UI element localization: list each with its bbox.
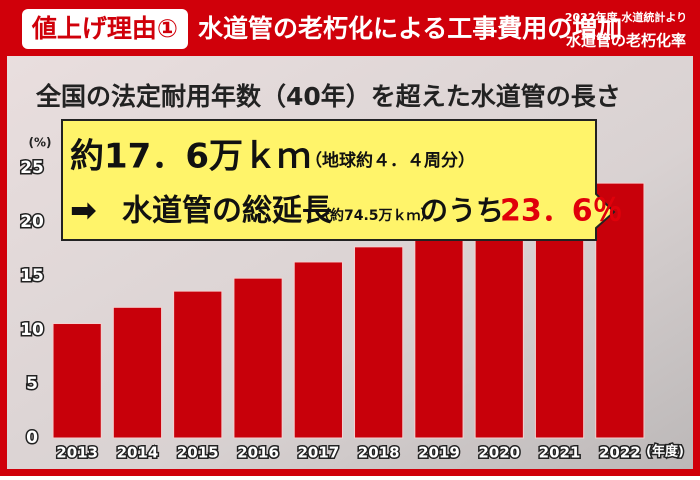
x-tick-label: 2016 (237, 444, 279, 462)
callout-box (61, 119, 616, 241)
x-tick-label: 2017 (297, 444, 339, 462)
bar (112, 306, 163, 439)
y-tick-label: 15 (20, 266, 44, 286)
callout: 約17．6万ｋｍ （地球約４．４周分） ➡ 水道管の総延長 （約74.5万ｋｍ）… (61, 119, 623, 241)
bar (233, 277, 283, 439)
y-tick-label: 0 (26, 428, 38, 448)
header-title: 水道管の老朽化による工事費用の増加 (198, 14, 622, 43)
x-unit: (年度) (646, 444, 684, 460)
callout-length: 約17．6万ｋｍ (70, 137, 311, 177)
y-unit: (%) (29, 136, 52, 150)
header-tag: 値上げ理由① (31, 14, 178, 43)
y-tick-label: 10 (20, 320, 44, 340)
x-tick-label: 2013 (56, 444, 98, 462)
x-tick-label: 2018 (358, 444, 400, 462)
callout-arrow: ➡ (70, 191, 97, 229)
x-tick-label: 2015 (177, 444, 219, 462)
plot: 0 5 10 15 20 25 2013 2014 2015 2016 2017 2018 2019 20… (19, 157, 645, 463)
callout-of: のうち (420, 194, 504, 227)
bar (354, 246, 404, 439)
x-tick-label: 2021 (539, 444, 581, 462)
bar (173, 290, 223, 439)
y-tick-label: 20 (20, 212, 44, 232)
y-tick-label: 5 (26, 374, 38, 394)
callout-total-note: （約74.5万ｋｍ） (316, 207, 435, 224)
x-tick-label: 2019 (418, 444, 460, 462)
y-tick-label: 25 (20, 158, 44, 178)
header-source: 2022年度 水道統計より (565, 10, 687, 24)
bar (52, 323, 102, 439)
bar (474, 215, 524, 439)
x-tick-label: 2014 (117, 444, 159, 462)
callout-total-label: 水道管の総延長 (122, 194, 333, 229)
callout-rate: 23．6％ (500, 194, 623, 229)
background (7, 56, 693, 469)
bar (414, 231, 464, 439)
bar (293, 261, 343, 439)
x-tick-label: 2020 (478, 444, 520, 462)
x-tick-label: 2022 (599, 444, 641, 462)
chart-title: 全国の法定耐用年数（40年）を超えた水道管の長さ (35, 82, 621, 111)
bar (595, 182, 645, 439)
callout-length-note: （地球約４．４周分） (305, 150, 475, 171)
tag-box (22, 9, 188, 49)
header-topic: 水道管の老朽化率 (566, 32, 686, 50)
